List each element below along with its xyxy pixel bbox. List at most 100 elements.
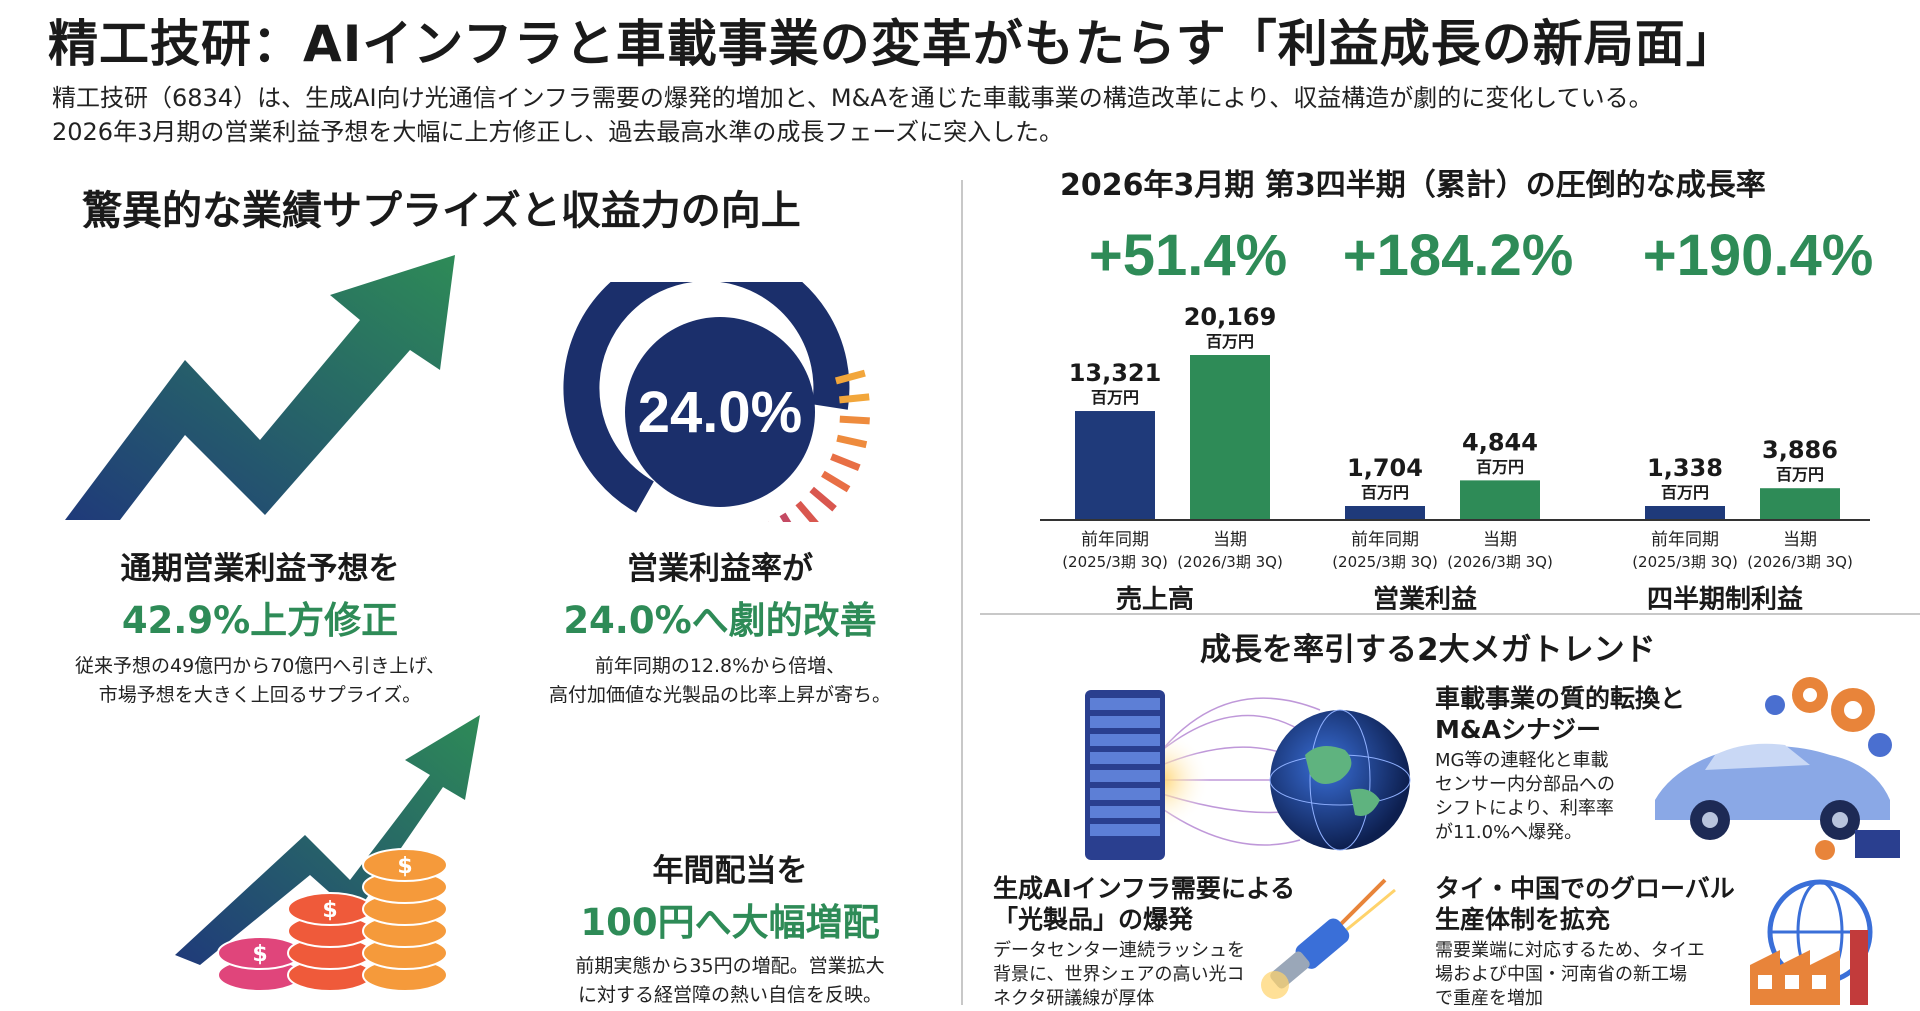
trend-ai-body-2: 背景に、世界シェアの高い光コ <box>993 964 1245 985</box>
bar-unit-label: 百万円 <box>1661 483 1709 502</box>
gauge-tick <box>835 369 866 385</box>
trend-auto-body-1: MG等の連軽化と車載 <box>1435 750 1609 771</box>
category-label: 売上高 <box>1116 584 1194 610</box>
category-label: 四半期制利益 <box>1647 585 1803 610</box>
bar-value-label: 20,169 <box>1184 303 1277 331</box>
gauge-value-label: 24.0% <box>638 380 802 445</box>
chart-title: 2026年3月期 第3四半期（累計）の圧倒的な成長率 <box>1060 168 1766 203</box>
dollar-icon: $ <box>252 942 267 967</box>
bar-unit-label: 百万円 <box>1776 465 1824 484</box>
trend-global-body-2: 場および中国・河南省の新工場 <box>1435 964 1687 985</box>
trend-ai-title-2: 「光製品」の爆発 <box>993 905 1194 934</box>
fiber-connector-icon <box>1261 878 1396 999</box>
bar-value-label: 3,886 <box>1762 436 1838 464</box>
category-label: 営業利益 <box>1373 585 1477 610</box>
dollar-icon: $ <box>322 898 337 923</box>
intro-line-2: 2026年3月期の営業利益予想を大幅に上方修正し、過去最高水準の成長フェーズに突… <box>52 118 1064 146</box>
bar-previous <box>1075 411 1155 520</box>
kpi-margin-desc-1: 前年同期の12.8%から倍増、 <box>594 655 846 677</box>
gauge-tick <box>821 470 851 493</box>
gauge-tick <box>830 453 861 471</box>
dividend-coins-icon: $ $ $ <box>175 715 480 992</box>
period-label: (2026/3期 3Q) <box>1447 553 1553 571</box>
gauge-tick <box>795 500 819 522</box>
period-label: (2025/3期 3Q) <box>1632 553 1738 571</box>
trend-auto-body-2: センサー内分部品への <box>1435 774 1615 795</box>
period-label: (2026/3期 3Q) <box>1747 553 1853 571</box>
bar-previous <box>1645 506 1725 520</box>
gauge-tick <box>779 512 792 522</box>
kpi-forecast-desc-2: 市場予想を大きく上回るサプライズ。 <box>98 684 422 706</box>
bar-value-label: 13,321 <box>1069 359 1162 387</box>
kpi-dividend-value: 100円へ大幅増配 <box>580 901 880 944</box>
kpi-dividend-desc-2: に対する経営障の熱い自信を反映。 <box>577 984 882 1006</box>
growth-rate-label: +184.2% <box>1343 223 1574 288</box>
trend-auto-title-2: M&Aシナジー <box>1435 715 1602 744</box>
trend-global-title-2: 生産体制を拡充 <box>1435 905 1611 934</box>
coin <box>362 848 448 882</box>
period-label: (2025/3期 3Q) <box>1332 553 1438 571</box>
data-center-network-icon <box>1085 690 1411 860</box>
period-label: 前年同期 <box>1081 530 1149 550</box>
kpi-forecast-title: 通期営業利益予想を <box>120 551 400 587</box>
gauge-tick <box>836 434 868 449</box>
bar-value-label: 4,844 <box>1462 428 1538 456</box>
page-title: 精工技研：AIインフラと車載事業の変革がもたらす「利益成長の新局面」 <box>48 15 1737 73</box>
period-label: 当期 <box>1213 530 1247 550</box>
trend-ai: 生成AIインフラ需要による 「光製品」の爆発 データセンター連続ラッシュを 背景… <box>993 873 1295 1011</box>
gauge-tick <box>839 415 870 425</box>
kpi-dividend: 年間配当を 100円へ大幅増配 前期実態から35円の増配。営業拡大 に対する経営… <box>540 845 920 1010</box>
car-gears-icon <box>1655 677 1900 860</box>
period-label: 前年同期 <box>1351 530 1419 550</box>
intro-line-1: 精工技研（6834）は、生成AI向け光通信インフラ需要の爆発的増加と、M&Aを通… <box>52 84 1653 112</box>
bar-current <box>1190 355 1270 520</box>
margin-gauge: 24.0% <box>563 282 870 522</box>
kpi-margin-desc-2: 高付加価値な光製品の比率上昇が寄ち。 <box>548 684 891 706</box>
bar-current <box>1460 480 1540 520</box>
trend-ai-body-3: ネクタ研議線が厚体 <box>993 988 1155 1009</box>
trend-global-body-3: で重産を増加 <box>1435 988 1543 1009</box>
bar-unit-label: 百万円 <box>1091 388 1139 407</box>
kpi-forecast-value: 42.9%上方修正 <box>121 599 399 642</box>
period-label: (2026/3期 3Q) <box>1177 553 1283 571</box>
vertical-divider <box>961 180 963 1005</box>
bar-unit-label: 百万円 <box>1206 332 1254 351</box>
period-label: (2025/3期 3Q) <box>1062 553 1168 571</box>
kpi-dividend-title: 年間配当を <box>652 853 808 889</box>
kpi-margin: 営業利益率が 24.0%へ劇的改善 前年同期の12.8%から倍増、 高付加価値な… <box>520 543 920 710</box>
trend-auto-body-3: シフトにより、利率率 <box>1435 798 1614 819</box>
bar-current <box>1760 488 1840 520</box>
growth-rate-label: +190.4% <box>1643 223 1874 288</box>
period-label: 前年同期 <box>1651 530 1719 550</box>
trend-ai-title-1: 生成AIインフラ需要による <box>993 874 1296 903</box>
bar-previous <box>1345 506 1425 520</box>
globe-factory-icon <box>1750 879 1873 1005</box>
trend-auto: 車載事業の質的転換と M&Aシナジー MG等の連軽化と車載 センサー内分部品への… <box>1435 683 1685 845</box>
growth-rate-label: +51.4% <box>1089 223 1287 288</box>
kpi-dividend-desc-1: 前期実態から35円の増配。営業拡大 <box>575 955 885 977</box>
bar-unit-label: 百万円 <box>1361 483 1409 502</box>
period-label: 当期 <box>1483 530 1517 550</box>
dollar-icon: $ <box>397 854 412 879</box>
kpi-margin-title: 営業利益率が <box>627 551 813 587</box>
megatrends-title: 成長を率引する2大メガトレンド <box>1200 632 1656 668</box>
bar-unit-label: 百万円 <box>1476 457 1524 476</box>
growth-arrow-icon <box>65 255 455 520</box>
trend-auto-title-1: 車載事業の質的転換と <box>1435 684 1686 713</box>
trend-global-body-1: 需要業端に対応するため、タイエ <box>1435 940 1705 961</box>
horizontal-divider <box>980 613 1920 615</box>
kpi-margin-value: 24.0%へ劇的改善 <box>563 599 877 642</box>
trend-global: タイ・中国でのグローバル 生産体制を拡充 需要業端に対応するため、タイエ 場およ… <box>1435 873 1735 1011</box>
bar-value-label: 1,704 <box>1347 454 1423 482</box>
gauge-tick <box>809 486 837 512</box>
section-heading-performance: 驚異的な業績サプライズと収益力の向上 <box>82 188 801 234</box>
trend-ai-body-1: データセンター連続ラッシュを <box>993 940 1245 961</box>
kpi-forecast: 通期営業利益予想を 42.9%上方修正 従来予想の49億円から70億円へ引き上げ… <box>60 543 460 710</box>
gauge-tick <box>839 393 870 404</box>
bar-value-label: 1,338 <box>1647 454 1723 482</box>
trend-global-title-1: タイ・中国でのグローバル <box>1435 874 1735 903</box>
kpi-forecast-desc-1: 従来予想の49億円から70億円へ引き上げ、 <box>74 655 446 677</box>
trend-auto-body-4: が11.0%へ爆発。 <box>1435 822 1583 843</box>
period-label: 当期 <box>1783 530 1817 550</box>
